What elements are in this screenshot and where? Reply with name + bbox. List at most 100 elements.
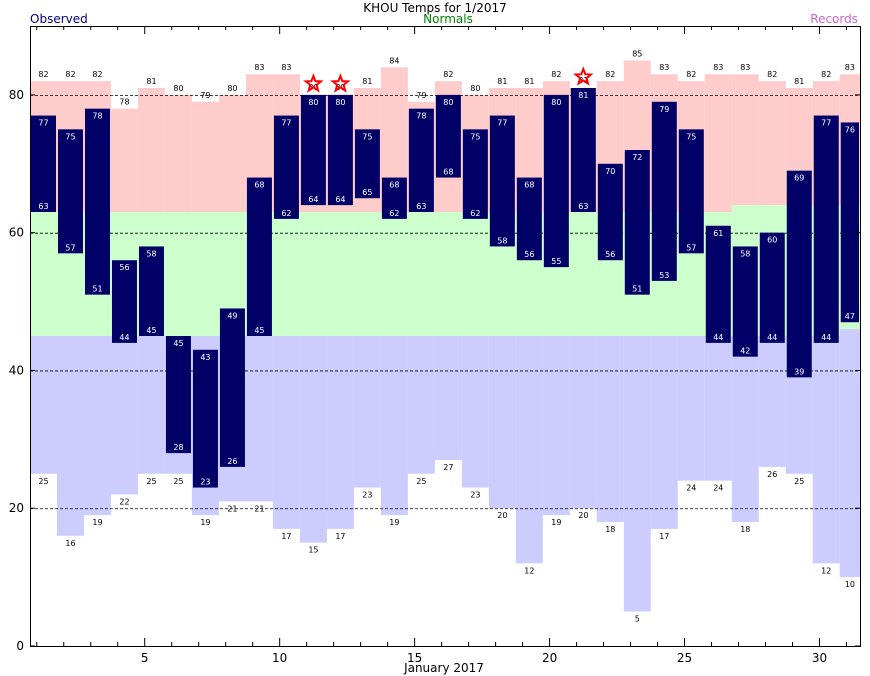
record-low-label: 18: [605, 525, 615, 534]
record-high-label: 81: [524, 77, 534, 86]
record-star-icon: [330, 73, 351, 93]
x-tick-label: 10: [272, 651, 287, 665]
record-high-label: 83: [713, 63, 723, 72]
y-tick-label: 80: [9, 88, 24, 102]
observed-bar: [624, 150, 650, 295]
obs-high-label: 81: [578, 91, 588, 100]
obs-low-label: 51: [632, 285, 642, 294]
record-high-label: 82: [92, 70, 102, 79]
normal-band: [434, 212, 462, 336]
record-low-label: 23: [362, 491, 372, 500]
normal-band: [326, 212, 354, 336]
obs-low-label: 44: [119, 333, 129, 342]
record-low-band: [110, 336, 138, 495]
obs-low-label: 26: [227, 457, 237, 466]
obs-low-label: 45: [146, 326, 156, 335]
obs-low-label: 63: [38, 202, 48, 211]
observed-bar: [732, 246, 758, 357]
record-high-label: 82: [38, 70, 48, 79]
x-tick-label: 20: [542, 651, 557, 665]
obs-high-label: 75: [65, 132, 75, 141]
normal-band: [191, 212, 219, 336]
record-low-label: 20: [578, 511, 588, 520]
record-low-label: 19: [92, 518, 102, 527]
observed-bar: [273, 115, 299, 219]
y-tick-label: 20: [9, 501, 24, 515]
record-low-band: [461, 336, 489, 488]
record-low-label: 17: [281, 532, 291, 541]
record-low-band: [137, 336, 165, 474]
record-star-icon: [303, 73, 324, 93]
obs-high-label: 80: [551, 98, 561, 107]
record-high-label: 83: [740, 63, 750, 72]
obs-high-label: 80: [443, 98, 453, 107]
obs-high-label: 75: [470, 132, 480, 141]
record-low-label: 5: [635, 615, 640, 624]
record-low-label: 12: [821, 566, 831, 575]
obs-low-label: 65: [362, 188, 372, 197]
record-star-icon: [573, 66, 594, 86]
plot-frame: [30, 26, 861, 647]
x-axis-label: January 2017: [403, 661, 484, 675]
observed-bars-layer: [31, 88, 859, 488]
legend-normals: Normals: [423, 12, 473, 26]
y-tick-label: 60: [9, 226, 24, 240]
record-low-label: 17: [335, 532, 345, 541]
obs-high-label: 61: [713, 229, 723, 238]
record-low-band: [407, 336, 435, 474]
y-tick-label: 40: [9, 363, 24, 377]
record-low-band: [542, 336, 570, 516]
obs-low-label: 56: [605, 250, 615, 259]
observed-bar: [84, 108, 110, 295]
obs-low-label: 23: [200, 478, 210, 487]
record-low-label: 24: [713, 484, 723, 493]
obs-high-label: 78: [92, 112, 102, 121]
axes-layer: 0 20 40 60 80 5 10 15 20 25 30: [9, 26, 860, 665]
obs-low-label: 62: [470, 209, 480, 218]
record-high-label: 83: [659, 63, 669, 72]
record-low-label: 19: [200, 518, 210, 527]
record-low-band: [704, 336, 732, 481]
record-high-band: [758, 81, 786, 206]
record-high-label: 81: [146, 77, 156, 86]
record-high-label: 82: [686, 70, 696, 79]
record-high-label: 83: [254, 63, 264, 72]
observed-bar: [786, 170, 812, 378]
record-high-band: [164, 94, 192, 212]
obs-high-label: 75: [686, 132, 696, 141]
record-high-label: 82: [551, 70, 561, 79]
obs-high-label: 77: [281, 119, 291, 128]
observed-bar: [489, 115, 515, 247]
observed-bar: [516, 177, 542, 261]
observed-bar: [813, 115, 839, 343]
observed-bar: [165, 336, 191, 454]
record-low-band: [839, 329, 860, 578]
observed-bar: [111, 260, 137, 343]
obs-low-label: 63: [578, 202, 588, 211]
record-high-label: 82: [443, 70, 453, 79]
obs-low-label: 64: [308, 195, 318, 204]
record-low-label: 21: [254, 504, 264, 513]
obs-low-label: 58: [497, 236, 507, 245]
record-low-band: [272, 336, 300, 529]
normal-band: [569, 212, 597, 336]
observed-bar: [138, 246, 164, 336]
record-low-label: 24: [686, 484, 696, 493]
record-low-band: [812, 336, 840, 564]
record-high-band: [731, 74, 759, 206]
observed-bar: [327, 94, 353, 206]
obs-low-label: 44: [767, 333, 777, 342]
record-high-label: 81: [362, 77, 372, 86]
obs-high-label: 68: [254, 181, 264, 190]
record-high-label: 82: [767, 70, 777, 79]
obs-high-label: 49: [227, 311, 237, 320]
obs-high-label: 80: [308, 98, 318, 107]
record-low-band: [380, 336, 408, 516]
record-low-band: [623, 336, 651, 612]
record-high-label: 82: [821, 70, 831, 79]
normal-band: [461, 212, 489, 336]
obs-high-label: 68: [524, 181, 534, 190]
record-high-label: 80: [173, 84, 183, 93]
obs-high-label: 76: [845, 125, 855, 134]
record-low-band: [569, 336, 597, 509]
